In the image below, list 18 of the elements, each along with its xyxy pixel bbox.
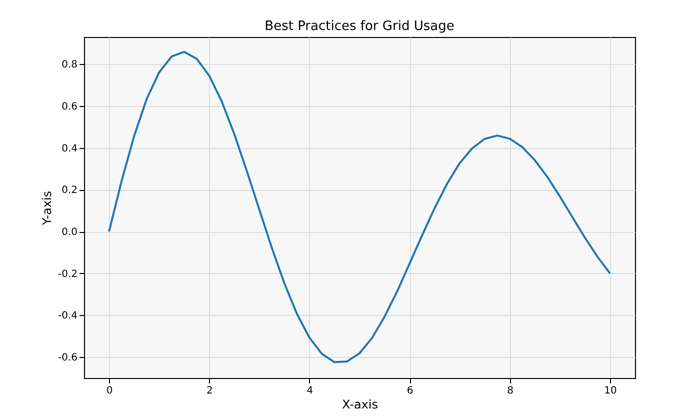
y-tick-label: 0.8 [62,60,78,71]
y-tick-label: 0.6 [62,102,78,113]
y-tick-label: -0.6 [58,352,78,364]
x-tick-label: 2 [206,386,213,396]
x-tick-label: 4 [306,386,314,396]
line-series [108,50,611,364]
x-tick-label: 8 [507,386,514,396]
y-tick-label: -0.4 [58,310,78,322]
y-axis-title: Y-axis [40,190,54,226]
y-tick-label: 0.2 [62,185,78,196]
y-tick-label: -0.2 [58,268,78,280]
x-tick-label: 6 [406,386,414,396]
y-tick-label: 0.0 [62,227,78,238]
x-tick-label: 0 [106,386,113,396]
x-tick-label: 10 [604,386,617,396]
y-tick-label: 0.4 [62,143,78,154]
chart-title: Best Practices for Grid Usage [264,19,454,34]
x-axis-title: X-axis [342,398,378,412]
